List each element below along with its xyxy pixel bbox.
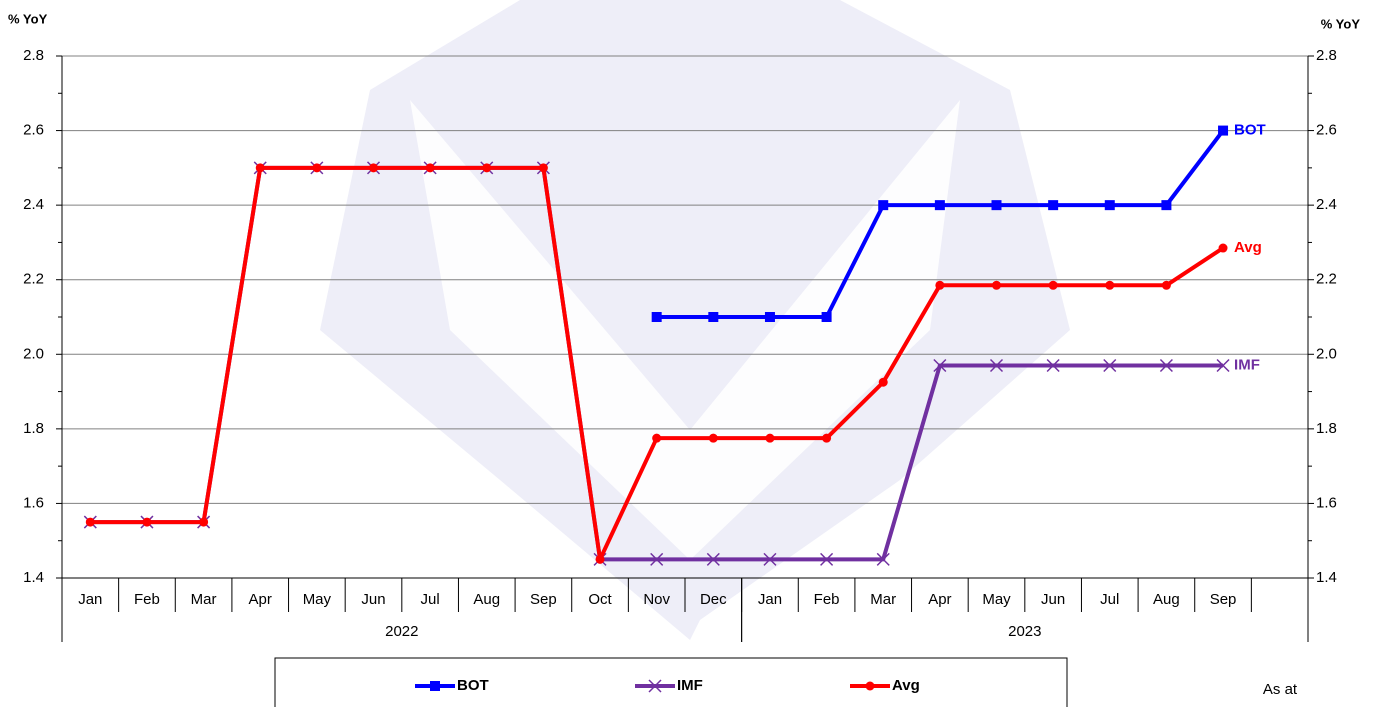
marker: [820, 552, 834, 566]
marker: [1048, 200, 1059, 211]
x-tick-label: Dec: [700, 591, 727, 608]
x-tick-label: Feb: [814, 591, 840, 608]
annotation: As at: [1263, 681, 1298, 698]
marker: [876, 552, 890, 566]
marker: [1105, 280, 1115, 290]
legend-label: BOT: [457, 677, 489, 694]
marker: [1161, 280, 1171, 290]
marker: [595, 554, 605, 564]
marker: [651, 312, 662, 322]
x-tick-label: Jan: [78, 591, 102, 608]
marker: [822, 433, 832, 443]
marker: [1216, 358, 1230, 373]
marker: [255, 163, 265, 173]
x-tick-label: Sep: [530, 591, 557, 608]
y-axis-title: % YoY: [8, 11, 48, 26]
marker: [933, 358, 947, 373]
watermark: [320, 0, 1070, 640]
series-end-label: BOT: [1234, 122, 1266, 139]
marker: [991, 200, 1002, 211]
marker: [430, 681, 440, 691]
marker: [989, 358, 1004, 373]
x-tick-label: Mar: [191, 591, 217, 608]
y2-tick-label: 2.4: [1316, 196, 1337, 213]
legend-label: Avg: [892, 677, 920, 694]
marker: [652, 433, 662, 443]
y-tick-label: 2.6: [23, 122, 44, 139]
marker: [1161, 200, 1172, 211]
marker: [369, 163, 378, 173]
marker: [312, 163, 322, 173]
marker: [878, 200, 889, 211]
x-tick-label: Jul: [421, 591, 440, 608]
marker: [85, 517, 95, 527]
x-tick-label: May: [982, 591, 1011, 608]
marker: [1048, 280, 1058, 290]
marker: [763, 552, 777, 566]
marker: [935, 280, 945, 290]
group-label: 2022: [385, 623, 418, 640]
marker: [1103, 358, 1117, 373]
marker: [425, 163, 435, 173]
y-tick-label: 2.2: [23, 271, 44, 288]
x-tick-label: Aug: [473, 591, 500, 608]
marker: [1218, 125, 1229, 136]
y2-tick-label: 2.0: [1316, 345, 1337, 362]
series-end-label: Avg: [1234, 239, 1262, 256]
marker: [538, 163, 548, 173]
marker: [142, 517, 152, 527]
legend-box: [274, 657, 1068, 712]
x-tick-label: Jun: [1041, 591, 1065, 608]
y-tick-label: 1.6: [23, 494, 44, 511]
series-end-label: IMF: [1234, 356, 1260, 373]
watermark-cut: [410, 100, 960, 560]
y2-tick-label: 2.8: [1316, 47, 1337, 64]
y-tick-label: 2.0: [23, 345, 44, 362]
x-tick-label: Apr: [249, 591, 272, 608]
y-tick-label: 2.8: [23, 47, 44, 64]
y2-axis-title: % YoY: [1321, 16, 1361, 31]
marker: [648, 679, 662, 693]
marker: [764, 312, 775, 322]
x-tick-label: May: [303, 591, 332, 608]
y-tick-label: 1.4: [23, 569, 44, 586]
x-tick-label: Jan: [758, 591, 782, 608]
marker: [878, 377, 888, 387]
marker: [1046, 358, 1060, 373]
y2-tick-label: 2.6: [1316, 122, 1337, 139]
marker: [482, 163, 492, 173]
marker: [706, 552, 720, 566]
x-tick-label: Jun: [361, 591, 385, 608]
marker: [821, 312, 832, 322]
legend-label: IMF: [677, 677, 703, 694]
y-tick-label: 1.8: [23, 420, 44, 437]
x-tick-label: Apr: [928, 591, 951, 608]
marker: [199, 517, 209, 527]
x-tick-label: Mar: [870, 591, 896, 608]
marker: [934, 200, 945, 211]
marker: [708, 433, 718, 443]
y2-tick-label: 1.8: [1316, 420, 1337, 437]
marker: [865, 681, 875, 691]
x-tick-label: Jul: [1100, 591, 1119, 608]
y2-tick-label: 1.4: [1316, 569, 1337, 586]
marker: [1104, 200, 1115, 211]
marker: [1218, 243, 1228, 253]
y2-tick-label: 1.6: [1316, 494, 1337, 511]
x-tick-label: Nov: [643, 591, 670, 608]
marker: [650, 552, 664, 566]
y-tick-label: 2.4: [23, 196, 44, 213]
marker: [765, 433, 775, 443]
x-tick-label: Feb: [134, 591, 160, 608]
marker: [992, 280, 1001, 290]
x-tick-label: Sep: [1210, 591, 1237, 608]
y2-tick-label: 2.2: [1316, 271, 1337, 288]
marker: [708, 312, 719, 322]
x-tick-label: Aug: [1153, 591, 1180, 608]
marker: [1159, 358, 1173, 373]
x-tick-label: Oct: [588, 591, 612, 608]
group-label: 2023: [1008, 623, 1041, 640]
